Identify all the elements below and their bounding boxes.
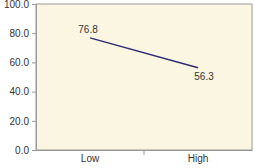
data-labels: 76.8 56.3 xyxy=(78,24,214,82)
series xyxy=(90,38,198,68)
y-tick-mark xyxy=(32,62,36,63)
plot-background xyxy=(36,4,252,150)
y-tick-label: 20.0 xyxy=(10,116,30,127)
x-tick: High xyxy=(188,150,209,164)
y-tick-mark xyxy=(32,150,36,151)
y-tick-mark xyxy=(32,121,36,122)
x-tick-label: Low xyxy=(81,153,100,164)
y-tick: 100.0 xyxy=(4,0,36,10)
x-axis: Low High xyxy=(37,150,253,164)
y-tick-label: 0.0 xyxy=(15,145,29,156)
y-axis: 0.0 20.0 40.0 60.0 80.0 100.0 xyxy=(4,0,37,156)
y-tick: 40.0 xyxy=(10,86,36,97)
plot: 0.0 20.0 40.0 60.0 80.0 100.0 Low High 76.8 56.3 xyxy=(4,0,253,164)
y-tick-label: 80.0 xyxy=(10,28,30,39)
chart: 0.0 20.0 40.0 60.0 80.0 100.0 Low High 76.8 56.3 xyxy=(0,0,254,168)
y-tick: 80.0 xyxy=(10,28,36,39)
y-tick: 60.0 xyxy=(10,57,36,68)
y-tick-mark xyxy=(32,4,36,5)
line xyxy=(90,38,198,68)
y-tick-label: 40.0 xyxy=(10,86,30,97)
x-band-separator xyxy=(144,150,145,155)
y-axis-line xyxy=(32,5,37,151)
y-tick-label: 60.0 xyxy=(10,57,30,68)
x-tick: Low xyxy=(81,150,100,164)
data-label: 76.8 xyxy=(78,24,98,35)
y-tick-mark xyxy=(32,33,36,34)
y-tick-label: 100.0 xyxy=(4,0,29,10)
y-tick-mark xyxy=(32,92,36,93)
y-tick: 0.0 xyxy=(15,145,36,156)
x-tick-label: High xyxy=(188,153,209,164)
y-tick: 20.0 xyxy=(10,116,36,127)
data-label: 56.3 xyxy=(194,71,214,82)
